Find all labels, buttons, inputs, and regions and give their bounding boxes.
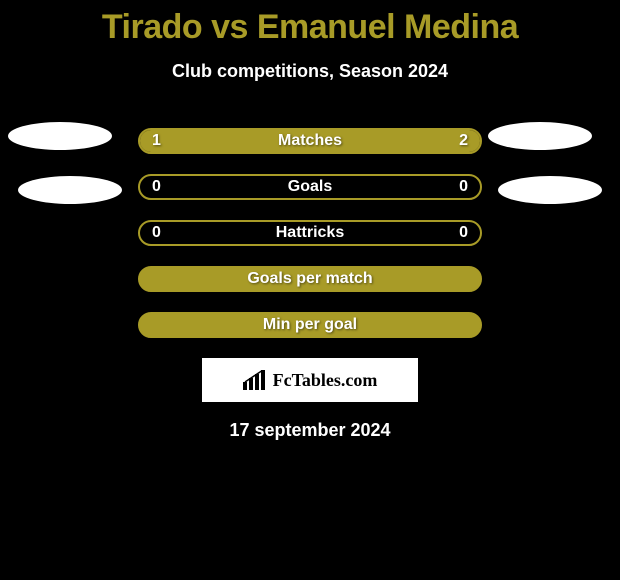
bar-row: 0Goals0 <box>138 174 482 200</box>
logo-text: FcTables.com <box>273 370 378 391</box>
bar-right-value: 2 <box>459 130 468 152</box>
left-ellipse-1 <box>8 122 112 150</box>
bar-label: Hattricks <box>140 222 480 244</box>
bar-label: Goals <box>140 176 480 198</box>
right-ellipse-2 <box>498 176 602 204</box>
right-ellipse-1 <box>488 122 592 150</box>
left-ellipse-2 <box>18 176 122 204</box>
logo-box: FcTables.com <box>202 358 418 402</box>
bar-row: 0Hattricks0 <box>138 220 482 246</box>
bar-row: 1Matches2 <box>138 128 482 154</box>
bar-row: Goals per match <box>138 266 482 292</box>
comparison-bars: 1Matches20Goals00Hattricks0Goals per mat… <box>138 128 482 338</box>
page-title: Tirado vs Emanuel Medina <box>0 0 620 47</box>
bar-label: Matches <box>140 130 480 152</box>
bar-chart-icon <box>243 370 267 390</box>
date-text: 17 september 2024 <box>0 420 620 441</box>
subtitle: Club competitions, Season 2024 <box>0 61 620 82</box>
bar-label: Min per goal <box>140 314 480 336</box>
bar-row: Min per goal <box>138 312 482 338</box>
bar-right-value: 0 <box>459 222 468 244</box>
bar-right-value: 0 <box>459 176 468 198</box>
bar-label: Goals per match <box>140 268 480 290</box>
